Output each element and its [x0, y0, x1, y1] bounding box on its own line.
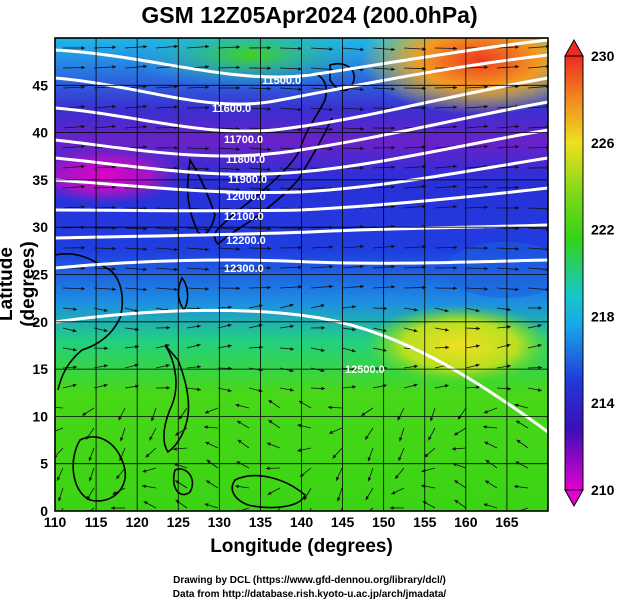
contour-labels: 11500.0 11600.0 11700.0 11800.0 11900.0 …	[212, 75, 385, 376]
map-figure: 11500.0 11600.0 11700.0 11800.0 11900.0 …	[32, 37, 615, 530]
colorbar-label: 210	[591, 482, 615, 498]
y-tick-label: 25	[32, 267, 48, 283]
colorbar-arrow-bottom	[564, 489, 584, 508]
y-tick-label: 45	[32, 77, 48, 93]
y-tick-label: 40	[32, 125, 48, 141]
warm-region-northeast	[360, 38, 548, 115]
x-tick-label: 140	[290, 514, 314, 530]
y-tick-label: 0	[40, 503, 48, 519]
chart-title: GSM 12Z05Apr2024 (200.0hPa)	[141, 2, 478, 28]
x-tick-label: 145	[331, 514, 355, 530]
colorbar-label: 230	[591, 48, 615, 64]
contour-label: 12100.0	[224, 211, 264, 223]
x-tick-label: 150	[372, 514, 396, 530]
x-tick-label: 110	[44, 514, 67, 530]
x-tick-labels: 110 115 120 125 130 135 140 145 150 155 160 165	[44, 514, 519, 530]
colorbar-label: 222	[591, 222, 615, 238]
coastlines	[55, 63, 355, 509]
x-axis-label: Longitude (degrees)	[210, 536, 393, 557]
contour-label: 12000.0	[226, 191, 266, 203]
x-tick-label: 135	[249, 514, 273, 530]
contour-label: 11900.0	[228, 174, 267, 186]
y-tick-labels: 0 5 10 15 20 25 30 35 40 45	[32, 77, 48, 519]
colorbar-arrow-top	[564, 38, 584, 57]
y-tick-label: 20	[32, 314, 48, 330]
height-contours	[55, 38, 548, 434]
contour-label: 11600.0	[212, 103, 251, 115]
y-tick-label: 30	[32, 219, 48, 235]
credit-drawing: Drawing by DCL (https://www.gfd-dennou.o…	[173, 575, 446, 586]
contour-label: 11700.0	[224, 134, 263, 146]
colorbar-label: 218	[591, 308, 615, 324]
colorbar-label: 214	[591, 395, 615, 411]
colorbar-label: 226	[591, 135, 615, 151]
contour-label: 11800.0	[226, 154, 265, 166]
credit-data: Data from http://database.rish.kyoto-u.a…	[172, 589, 447, 600]
contour-label: 12500.0	[345, 364, 385, 376]
contour-label: 12300.0	[224, 263, 264, 275]
colorbar-labels: 230 226 222 218 214 210	[591, 48, 615, 498]
plot-frame	[54, 37, 549, 512]
y-tick-label: 5	[40, 456, 48, 472]
x-tick-label: 155	[413, 514, 437, 530]
x-tick-label: 165	[495, 514, 519, 530]
y-tick-label: 15	[32, 361, 48, 377]
contour-label: 11500.0	[262, 75, 301, 87]
contour-label: 12200.0	[226, 235, 266, 247]
x-tick-label: 115	[85, 514, 108, 530]
x-tick-label: 130	[208, 514, 232, 530]
x-tick-label: 125	[167, 514, 191, 530]
colorbar: 230 226 222 218 214 210	[564, 38, 615, 508]
y-tick-label: 35	[32, 172, 48, 188]
lat-lon-grid	[55, 38, 548, 511]
warm-region-east	[365, 305, 548, 385]
y-tick-label: 10	[32, 408, 48, 424]
x-tick-label: 160	[454, 514, 478, 530]
x-tick-label: 120	[125, 514, 149, 530]
